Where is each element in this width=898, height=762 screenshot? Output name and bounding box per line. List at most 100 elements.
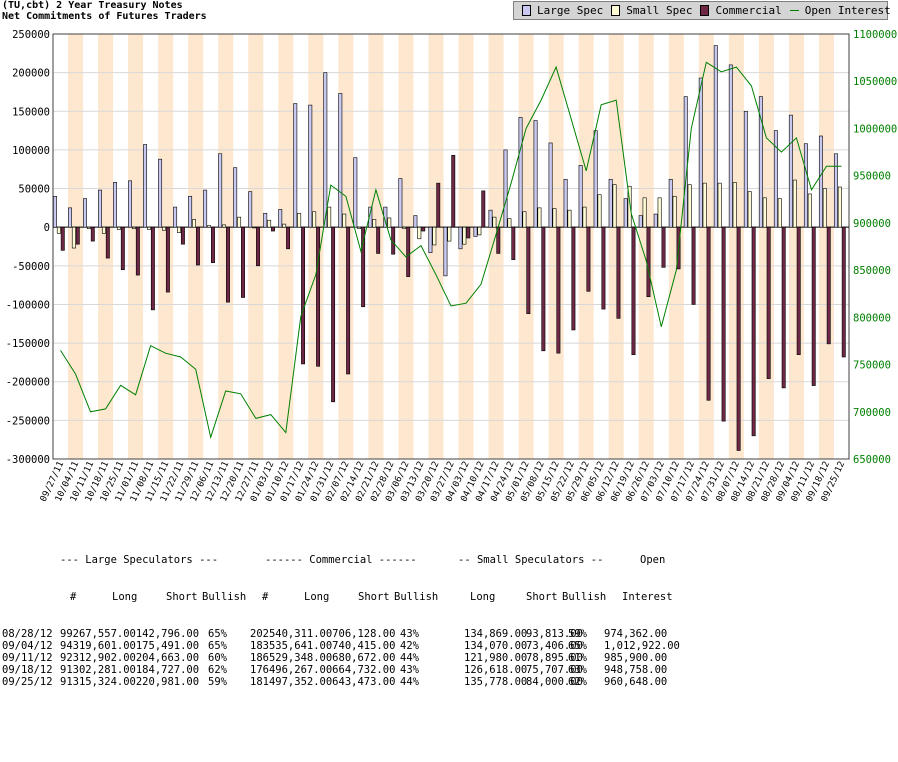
bar-small-spec xyxy=(747,191,752,228)
bar-commercial xyxy=(421,226,426,232)
bar-commercial xyxy=(301,226,306,365)
bar-commercial xyxy=(210,226,215,264)
y-tick-right: 750000 xyxy=(853,360,891,372)
bar-small-spec xyxy=(552,208,557,228)
row-comm-bullish: 43% xyxy=(400,627,419,640)
bar-large-spec xyxy=(773,130,778,228)
row-comm-bullish: 44% xyxy=(400,651,419,664)
y-tick-left: -250000 xyxy=(6,415,50,427)
col-large-bullish: Bullish xyxy=(202,591,247,603)
bar-small-spec xyxy=(702,182,707,228)
row-large-values: 91315,324.00220,981.00 xyxy=(60,676,200,689)
bar-large-spec xyxy=(818,135,823,228)
background-band xyxy=(668,34,684,459)
bar-small-spec xyxy=(447,226,452,242)
background-band xyxy=(368,34,384,459)
row-open-interest: 948,758.00 xyxy=(604,664,668,677)
bar-commercial xyxy=(60,226,65,251)
bar-large-spec xyxy=(743,110,748,228)
bar-large-spec xyxy=(758,96,763,228)
plot-frame xyxy=(52,33,850,460)
col-small-long: Long xyxy=(470,591,496,603)
y-tick-left: 50000 xyxy=(18,184,50,196)
bar-large-spec xyxy=(263,212,268,228)
bar-commercial xyxy=(406,226,411,277)
bar-large-spec xyxy=(188,195,193,228)
bar-commercial xyxy=(631,226,636,355)
bar-large-spec xyxy=(173,206,178,228)
bar-commercial xyxy=(180,226,185,245)
bar-commercial xyxy=(120,226,125,270)
background-band xyxy=(278,34,294,459)
bar-small-spec xyxy=(327,206,332,228)
legend-label-commercial: Commercial xyxy=(715,4,782,17)
bar-small-spec xyxy=(222,224,227,228)
bar-commercial xyxy=(781,226,786,389)
bar-large-spec xyxy=(683,96,688,228)
col-comm-long: Long xyxy=(304,591,330,603)
row-large-bullish: 60% xyxy=(208,651,227,664)
bar-large-spec xyxy=(353,157,358,228)
row-date: 09/25/12 xyxy=(2,676,53,689)
row-comm-values: 186529,348.00680,672.00 xyxy=(250,651,396,664)
bar-small-spec xyxy=(477,226,482,236)
bar-large-spec xyxy=(698,77,703,228)
y-tick-right: 800000 xyxy=(853,312,891,324)
col-comm-short: Short xyxy=(358,591,390,603)
bar-small-spec xyxy=(162,226,166,231)
bar-large-spec xyxy=(128,180,132,228)
bar-large-spec xyxy=(563,178,568,228)
background-band xyxy=(188,34,204,459)
bar-small-spec xyxy=(432,226,437,246)
background-band xyxy=(518,34,534,459)
bar-small-spec xyxy=(56,226,61,234)
bar-commercial xyxy=(346,226,351,375)
bar-large-spec xyxy=(338,93,343,228)
row-large-bullish: 59% xyxy=(208,676,227,689)
y-tick-left: 0 xyxy=(44,222,50,234)
bar-commercial xyxy=(571,226,576,331)
bar-commercial xyxy=(105,226,110,259)
background-band xyxy=(248,34,264,459)
bar-small-spec xyxy=(462,226,467,245)
bar-large-spec xyxy=(593,130,598,228)
background-band xyxy=(818,34,834,459)
bar-large-spec xyxy=(533,120,538,228)
row-open-interest: 1,012,922.00 xyxy=(604,639,680,652)
bar-large-spec xyxy=(548,142,553,228)
bar-commercial xyxy=(706,226,711,401)
bar-commercial xyxy=(481,190,486,228)
bar-small-spec xyxy=(116,226,121,230)
y-tick-left: 150000 xyxy=(12,106,50,118)
row-date: 09/18/12 xyxy=(2,664,53,677)
row-date: 08/28/12 xyxy=(2,627,53,640)
header-open: Open xyxy=(640,554,666,567)
row-small-bullish: 65% xyxy=(568,639,587,652)
bar-large-spec xyxy=(203,189,208,228)
table-row: 09/18/12 91302,281.00184,727.00 62% 176496,… xyxy=(0,664,667,676)
bar-commercial xyxy=(766,226,771,379)
legend-swatch-commercial xyxy=(700,5,710,16)
bar-small-spec xyxy=(86,226,91,230)
header-small-speculators: -- Small Speculators -- xyxy=(458,554,604,567)
bar-large-spec xyxy=(278,209,283,228)
bar-small-spec xyxy=(207,225,211,228)
y-tick-right: 1050000 xyxy=(853,76,897,88)
bar-small-spec xyxy=(372,219,377,228)
bar-commercial xyxy=(526,226,531,315)
bar-commercial xyxy=(796,226,801,355)
bar-commercial xyxy=(451,155,456,228)
bar-commercial xyxy=(586,226,591,292)
bar-large-spec xyxy=(113,182,117,228)
bar-small-spec xyxy=(672,195,677,228)
background-band xyxy=(548,34,564,459)
row-large-values: 91302,281.00184,727.00 xyxy=(60,664,200,677)
col-comm-bullish: Bullish xyxy=(394,591,439,603)
bar-large-spec xyxy=(638,215,643,228)
bar-commercial xyxy=(165,226,170,293)
bar-small-spec xyxy=(387,217,392,228)
bar-large-spec xyxy=(788,114,793,228)
background-band xyxy=(608,34,624,459)
bar-small-spec xyxy=(492,216,497,228)
bar-small-spec xyxy=(597,194,602,228)
